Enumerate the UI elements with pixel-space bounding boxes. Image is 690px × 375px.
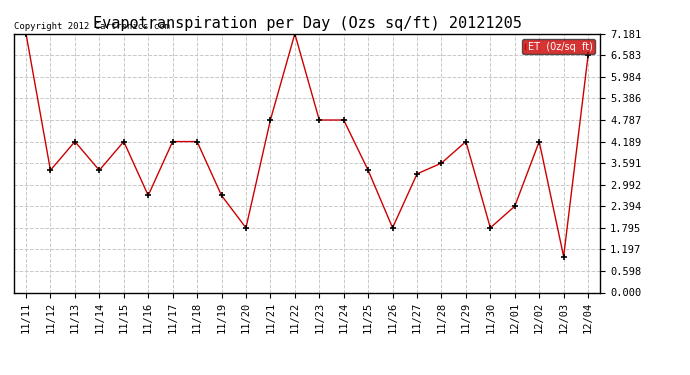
Title: Evapotranspiration per Day (Ozs sq/ft) 20121205: Evapotranspiration per Day (Ozs sq/ft) 2… <box>92 16 522 31</box>
Text: Copyright 2012 Cartronics.com: Copyright 2012 Cartronics.com <box>14 22 170 31</box>
Legend: ET  (0z/sq  ft): ET (0z/sq ft) <box>522 39 595 54</box>
